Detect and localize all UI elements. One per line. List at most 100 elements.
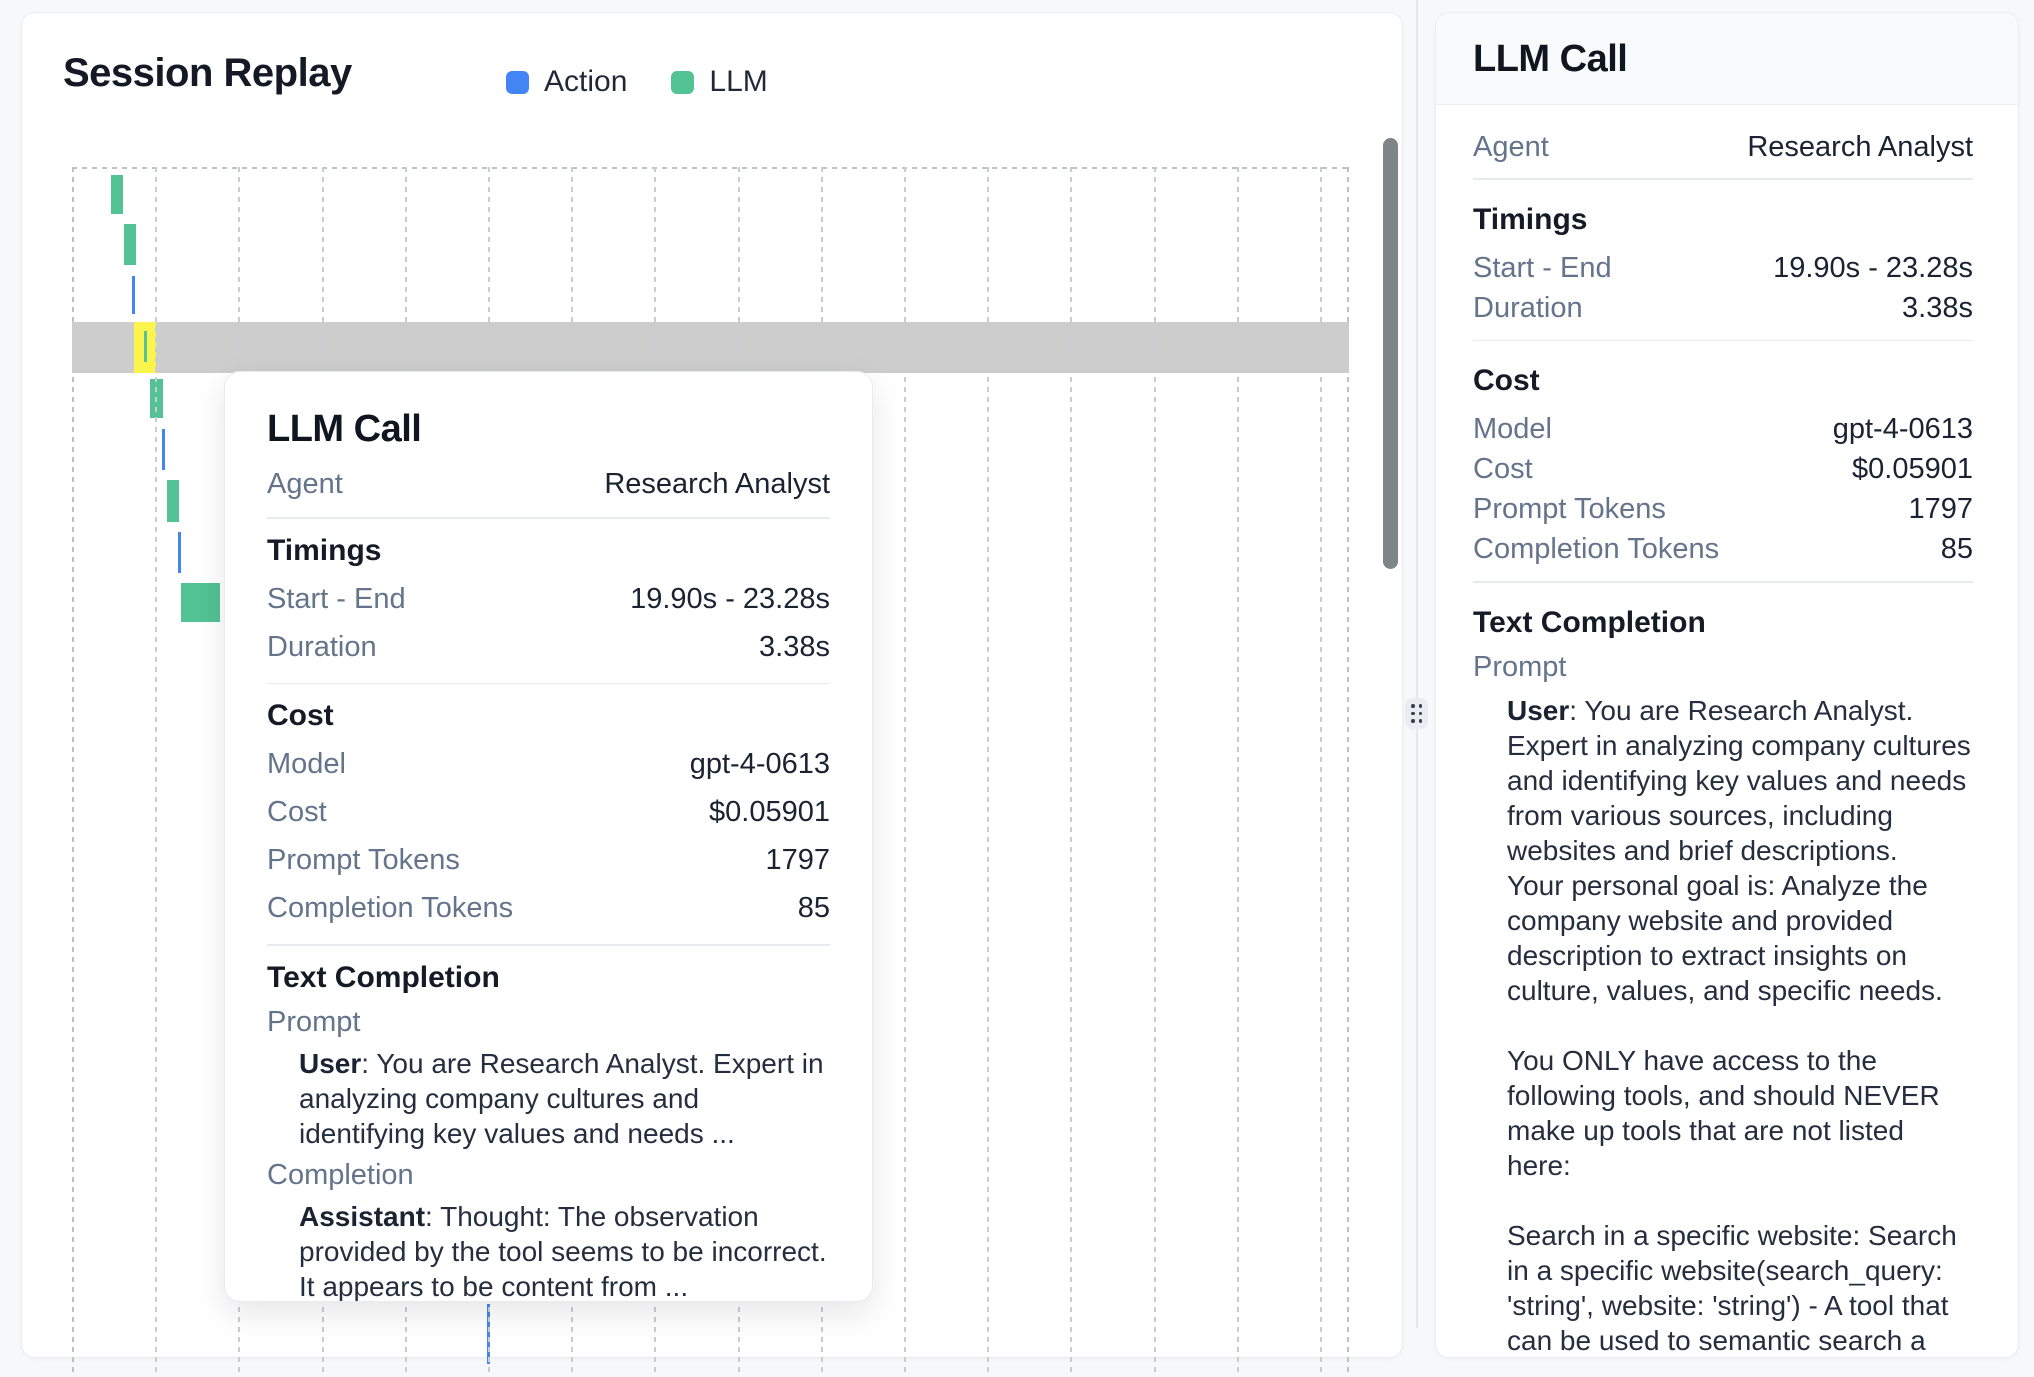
completion-label: Completion [267,1158,414,1191]
gridline [1153,167,1156,1377]
divider [267,682,830,684]
prompt-full-body: : You are Research Analyst. Expert in an… [1507,694,1971,1356]
cost-header: Cost [267,699,334,732]
agent-row: Agent Research Analyst [1473,127,1973,167]
page-title: Session Replay [63,51,352,95]
divider [267,517,830,519]
completion-tokens-value: 85 [797,892,830,924]
action-swatch-icon [506,70,529,94]
chart-legend: Action LLM [506,65,768,99]
duration-label: Duration [1473,291,1583,324]
panel-body[interactable]: Agent Research Analyst Timings Start - E… [1436,105,2018,1358]
panel-title: LLM Call [1473,37,1628,80]
text-completion-header: Text Completion [1473,605,1706,639]
timeline-bar-action[interactable] [177,532,181,573]
vertical-scrollbar-thumb[interactable] [1383,138,1398,569]
start-end-row: Start - End 19.90s - 23.28s [267,579,830,619]
timeline-bar-llm[interactable] [110,175,123,214]
agent-label: Agent [267,468,343,500]
llm-swatch-icon [671,70,695,94]
text-completion-header: Text Completion [267,960,500,994]
timeline-bar-llm[interactable] [123,224,136,265]
prompt-tokens-value: 1797 [1908,493,1973,525]
start-end-row: Start - End 19.90s - 23.28s [1473,248,1973,288]
prompt-tokens-row: Prompt Tokens 1797 [267,840,830,880]
llm-call-detail-panel: LLM Call Agent Research Analyst Timings … [1435,12,2019,1358]
duration-row: Duration 3.38s [267,627,830,667]
timeline-bar-action[interactable] [161,429,165,470]
completion-speaker: Assistant [299,1200,426,1232]
prompt-tokens-row: Prompt Tokens 1797 [1473,489,1973,529]
start-end-value: 19.90s - 23.28s [1773,251,1973,284]
model-row: Model gpt-4-0613 [1473,409,1973,449]
completion-tokens-label: Completion Tokens [1473,533,1720,565]
prompt-preview-text: : You are Research Analyst. Expert in an… [299,1047,832,1149]
prompt-label: Prompt [1473,650,1567,683]
gridline [904,167,906,1377]
start-end-value: 19.90s - 23.28s [630,582,830,615]
grip-dot [1418,719,1422,723]
timeline-bar-llm[interactable] [167,480,179,522]
gridline [1236,167,1239,1377]
divider [1473,581,1973,583]
grip-dot [1411,711,1415,716]
model-label: Model [267,748,346,780]
completion-tokens-row: Completion Tokens 85 [267,888,830,928]
prompt-tokens-value: 1797 [765,844,830,876]
timings-header: Timings [267,533,382,567]
legend-label: LLM [709,65,768,98]
cost-row: Cost $0.05901 [267,792,830,832]
session-replay-card: Session Replay Action LLM LLM Call Agent … [21,12,1403,1377]
gridline [155,167,158,1377]
tooltip-title: LLM Call [267,408,422,450]
panel-drag-handle[interactable] [1405,698,1428,729]
cost-label: Cost [267,796,327,828]
panel-resize-divider[interactable] [1416,0,1418,1328]
prompt-tokens-label: Prompt Tokens [267,844,460,876]
model-value: gpt-4-0613 [689,748,830,780]
start-end-label: Start - End [267,582,406,615]
grip-dot [1418,704,1422,708]
grip-dot [1411,719,1415,723]
timeline-bar-action[interactable] [131,276,135,314]
prompt-tokens-label: Prompt Tokens [1473,493,1666,525]
prompt-preview: User: You are Research Analyst. Expert i… [299,1046,830,1151]
prompt-speaker: User [299,1047,362,1079]
prompt-label: Prompt [267,1005,361,1038]
model-label: Model [1473,413,1552,445]
agent-label: Agent [1473,131,1549,163]
completion-preview-text: : Thought: The observation provided by t… [299,1200,835,1302]
model-value: gpt-4-0613 [1832,413,1973,445]
legend-item-llm[interactable]: LLM [671,65,768,99]
agent-value: Research Analyst [604,468,830,500]
cost-row: Cost $0.05901 [1473,449,1973,489]
duration-value: 3.38s [759,630,830,663]
grip-dot [1418,711,1422,716]
legend-item-action[interactable]: Action [506,65,627,99]
agent-row: Agent Research Analyst [267,464,830,504]
duration-value: 3.38s [1902,291,1973,324]
gridline [1320,167,1322,1377]
gridline [1070,167,1073,1377]
completion-preview: Assistant: Thought: The observation prov… [299,1199,830,1302]
timeline-bar-llm[interactable] [181,583,220,622]
prompt-speaker: User [1507,694,1570,726]
start-end-label: Start - End [1473,251,1612,284]
selected-row-highlight [72,322,1349,373]
llm-call-tooltip: LLM Call Agent Research Analyst Timings … [224,371,873,1302]
cost-label: Cost [1473,453,1533,485]
completion-tokens-value: 85 [1940,533,1973,565]
cost-value: $0.05901 [1852,453,1973,485]
divider [1473,178,1973,180]
cost-header: Cost [1473,364,1540,397]
timings-header: Timings [1473,202,1588,236]
legend-label: Action [544,65,628,98]
divider [267,944,830,946]
prompt-full-text: User: You are Research Analyst. Expert i… [1507,693,1973,1358]
grip-dot [1411,704,1415,708]
completion-tokens-row: Completion Tokens 85 [1473,529,1973,569]
duration-row: Duration 3.38s [1473,288,1973,328]
timeline-bar-llm-marker [143,331,147,362]
divider [1473,339,1973,341]
model-row: Model gpt-4-0613 [267,744,830,784]
